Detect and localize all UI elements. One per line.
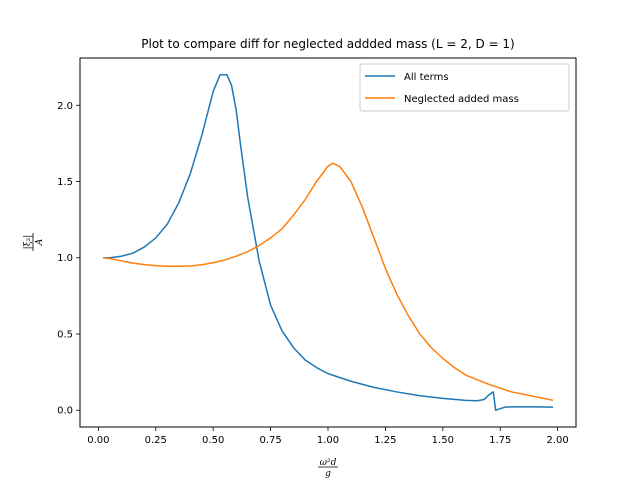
y-tick-label: 1.0: [57, 253, 73, 264]
legend-label-all-terms: All terms: [404, 72, 449, 83]
x-axis-ticks: 0.00 0.25 0.50 0.75 1.00 1.25 1.50 1.75 2.00: [87, 427, 569, 446]
series-line-all-terms: [102, 74, 554, 411]
y-tick-label: 2.0: [57, 101, 73, 112]
x-tick-label: 1.50: [432, 435, 454, 446]
x-tick-label: 2.00: [546, 435, 568, 446]
legend: All terms Neglected added mass: [359, 63, 570, 112]
series-group: [102, 74, 554, 411]
x-axis-label-numerator: ω²d: [320, 458, 337, 468]
x-tick-label: 0.50: [202, 435, 224, 446]
x-tick-label: 1.25: [374, 435, 396, 446]
legend-label-neglected-added-mass: Neglected added mass: [404, 94, 519, 105]
y-axis-label-denominator: A: [35, 238, 45, 246]
series-line-neglected-added-mass: [102, 162, 554, 402]
y-axis-label: |ξ₂| A: [23, 233, 45, 251]
y-axis-label-numerator: |ξ₂|: [23, 235, 33, 250]
x-axis-label-denominator: g: [325, 469, 331, 479]
legend-box: [359, 63, 570, 112]
x-tick-label: 1.75: [489, 435, 511, 446]
x-tick-label: 1.00: [317, 435, 339, 446]
x-tick-label: 0.75: [259, 435, 281, 446]
y-tick-label: 0.0: [57, 406, 73, 417]
y-tick-label: 1.5: [57, 177, 73, 188]
x-axis-label: ω²d g: [318, 458, 338, 479]
x-tick-label: 0.25: [145, 435, 167, 446]
chart-title: Plot to compare diff for neglected addde…: [141, 37, 514, 51]
y-tick-label: 0.5: [57, 329, 73, 340]
x-tick-label: 0.00: [87, 435, 109, 446]
y-axis-ticks: 0.0 0.5 1.0 1.5 2.0: [57, 101, 80, 417]
